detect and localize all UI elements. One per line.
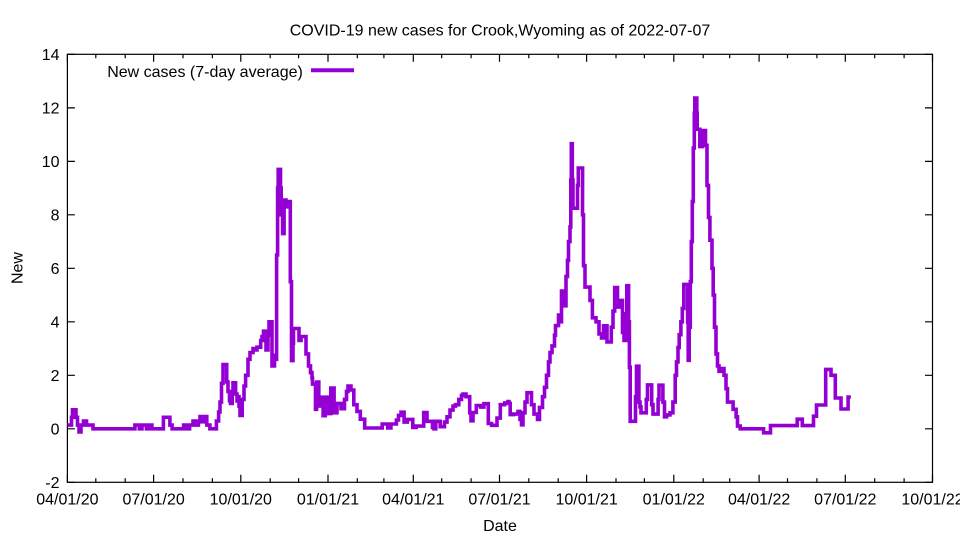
svg-text:04/01/21: 04/01/21 [382, 492, 444, 509]
svg-text:07/01/22: 07/01/22 [814, 492, 876, 509]
svg-text:01/01/21: 01/01/21 [297, 492, 359, 509]
svg-text:07/01/20: 07/01/20 [122, 492, 184, 509]
svg-text:10: 10 [42, 154, 60, 171]
svg-text:New: New [9, 252, 26, 284]
svg-text:10/01/22: 10/01/22 [901, 492, 960, 509]
svg-text:-2: -2 [45, 475, 59, 492]
svg-text:0: 0 [51, 422, 60, 439]
svg-text:04/01/22: 04/01/22 [728, 492, 790, 509]
svg-text:4: 4 [51, 315, 60, 332]
svg-text:12: 12 [42, 101, 60, 118]
svg-text:04/01/20: 04/01/20 [36, 492, 98, 509]
svg-text:8: 8 [51, 208, 60, 225]
svg-text:01/01/22: 01/01/22 [643, 492, 705, 509]
svg-text:10/01/20: 10/01/20 [210, 492, 272, 509]
svg-text:COVID-19 new cases for Crook,W: COVID-19 new cases for Crook,Wyoming as … [290, 23, 711, 40]
svg-text:07/01/21: 07/01/21 [468, 492, 530, 509]
svg-text:Date: Date [483, 518, 517, 535]
svg-text:2: 2 [51, 368, 60, 385]
svg-text:14: 14 [42, 47, 60, 64]
svg-text:New cases (7-day average): New cases (7-day average) [107, 64, 303, 81]
svg-text:6: 6 [51, 261, 60, 278]
svg-text:10/01/21: 10/01/21 [555, 492, 617, 509]
